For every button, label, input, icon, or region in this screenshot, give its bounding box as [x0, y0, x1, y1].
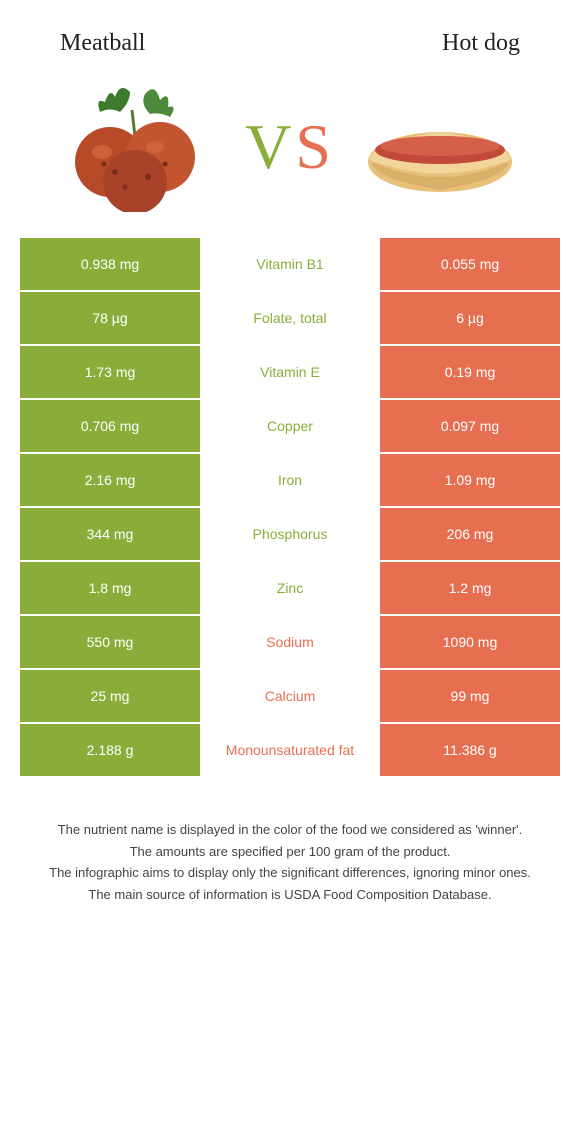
- table-row: 344 mgPhosphorus206 mg: [20, 508, 560, 562]
- left-value: 2.188 g: [20, 724, 200, 776]
- nutrient-name: Phosphorus: [200, 508, 380, 560]
- left-value: 2.16 mg: [20, 454, 200, 506]
- table-row: 1.73 mgVitamin E0.19 mg: [20, 346, 560, 400]
- nutrient-name: Calcium: [200, 670, 380, 722]
- table-row: 25 mgCalcium99 mg: [20, 670, 560, 724]
- left-value: 1.73 mg: [20, 346, 200, 398]
- right-value: 1.09 mg: [380, 454, 560, 506]
- right-value: 1090 mg: [380, 616, 560, 668]
- left-value: 344 mg: [20, 508, 200, 560]
- table-row: 78 µgFolate, total6 µg: [20, 292, 560, 346]
- right-value: 1.2 mg: [380, 562, 560, 614]
- left-food-title: Meatball: [60, 30, 145, 57]
- right-value: 0.097 mg: [380, 400, 560, 452]
- nutrient-name: Vitamin B1: [200, 238, 380, 290]
- nutrient-name: Folate, total: [200, 292, 380, 344]
- footer-line-3: The infographic aims to display only the…: [30, 863, 550, 883]
- left-value: 25 mg: [20, 670, 200, 722]
- left-value: 78 µg: [20, 292, 200, 344]
- nutrient-name: Copper: [200, 400, 380, 452]
- table-row: 550 mgSodium1090 mg: [20, 616, 560, 670]
- nutrient-table: 0.938 mgVitamin B10.055 mg78 µgFolate, t…: [20, 237, 560, 778]
- nutrient-name: Iron: [200, 454, 380, 506]
- right-food-title: Hot dog: [442, 30, 520, 57]
- vs-s: S: [295, 111, 335, 182]
- vs-label: VS: [245, 110, 335, 184]
- vs-v: V: [245, 111, 295, 182]
- right-value: 0.055 mg: [380, 238, 560, 290]
- footer: The nutrient name is displayed in the co…: [0, 778, 580, 926]
- header: Meatball Hot dog: [0, 0, 580, 67]
- left-value: 550 mg: [20, 616, 200, 668]
- table-row: 2.16 mgIron1.09 mg: [20, 454, 560, 508]
- footer-line-2: The amounts are specified per 100 gram o…: [30, 842, 550, 862]
- nutrient-name: Sodium: [200, 616, 380, 668]
- nutrient-name: Vitamin E: [200, 346, 380, 398]
- footer-line-1: The nutrient name is displayed in the co…: [30, 820, 550, 840]
- table-row: 1.8 mgZinc1.2 mg: [20, 562, 560, 616]
- left-value: 0.938 mg: [20, 238, 200, 290]
- meatball-image: [55, 77, 225, 217]
- left-value: 0.706 mg: [20, 400, 200, 452]
- vs-row: VS: [0, 67, 580, 237]
- footer-line-4: The main source of information is USDA F…: [30, 885, 550, 905]
- table-row: 2.188 gMonounsaturated fat11.386 g: [20, 724, 560, 778]
- nutrient-name: Monounsaturated fat: [200, 724, 380, 776]
- right-value: 99 mg: [380, 670, 560, 722]
- left-value: 1.8 mg: [20, 562, 200, 614]
- table-row: 0.938 mgVitamin B10.055 mg: [20, 238, 560, 292]
- right-value: 206 mg: [380, 508, 560, 560]
- right-value: 6 µg: [380, 292, 560, 344]
- nutrient-name: Zinc: [200, 562, 380, 614]
- right-value: 11.386 g: [380, 724, 560, 776]
- table-row: 0.706 mgCopper0.097 mg: [20, 400, 560, 454]
- right-value: 0.19 mg: [380, 346, 560, 398]
- hotdog-image: [355, 77, 525, 217]
